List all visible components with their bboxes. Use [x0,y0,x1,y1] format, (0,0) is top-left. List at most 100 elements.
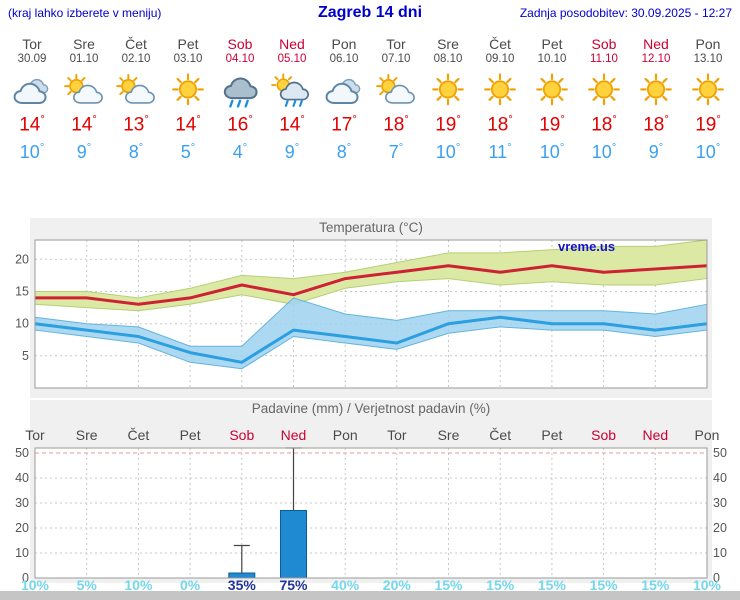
y-tick-label-left: 20 [15,521,29,535]
cloudy-icon [318,70,370,110]
day-label: Tor [25,427,45,443]
day-column: Sob 04.10 16° 4° [214,28,266,163]
max-temperature: 19° [435,114,461,136]
day-date: 07.10 [381,53,411,65]
max-temperature: 14° [279,114,305,136]
min-temperature: 5° [180,142,196,163]
probability-label: 15% [434,577,463,593]
plot-area [35,448,707,578]
day-date: 04.10 [225,53,255,65]
day-name: Sre [73,36,95,52]
probability-label: 5% [77,577,98,593]
min-temperature: 11° [488,142,512,163]
min-temperature: 9° [76,142,92,163]
day-label: Sre [76,427,98,443]
y-tick-label: 10 [15,317,29,331]
day-column: Sob 11.10 18° 10° [578,28,630,163]
day-label: Sre [438,427,460,443]
min-temperature: 8° [128,142,144,163]
y-tick-label: 20 [15,252,29,266]
day-label: Sob [229,427,254,443]
header-bar: (kraj lahko izberete v meniju) Zagreb 14… [8,3,732,25]
bottom-bar [0,591,740,600]
sunny-icon [162,70,214,110]
max-temperature: 16° [227,114,253,136]
day-column: Sre 08.10 19° 10° [422,28,474,163]
day-label: Pon [695,427,720,443]
day-name: Pet [541,36,563,52]
min-temperature: 10° [539,142,565,163]
day-label: Ned [281,427,307,443]
forecast-table: Tor 30.09 14° 10° Sre 01.10 14° 9° Čet 0… [6,28,734,163]
day-column: Čet 02.10 13° 8° [110,28,162,163]
grid-lines [34,448,708,578]
day-name: Čet [125,36,147,52]
y-tick-label-left: 30 [15,496,29,510]
day-label: Pet [180,427,201,443]
probability-label: 0% [180,577,201,593]
precipitation-chart: 0 0 10 10 20 20 30 30 40 40 50 50 Tor Sre Čet Pet Sob Ned… [15,400,727,593]
probability-label: 10% [124,577,153,593]
page-title: Zagreb 14 dni [317,4,423,21]
plot-border [34,447,708,579]
day-label: Ned [642,427,668,443]
probability-label: 10% [693,577,722,593]
y-tick-label-left: 0 [22,571,29,585]
max-temperature: 18° [383,114,409,136]
day-date: 08.10 [433,53,463,65]
cloudy-icon [6,70,58,110]
day-name: Pon [695,36,721,52]
day-column: Ned 12.10 18° 9° [630,28,682,163]
min-temperature: 9° [648,142,664,163]
probability-label: 75% [279,577,308,593]
day-label: Tor [387,427,407,443]
max-temperature: 14° [175,114,201,136]
max-temperature: 18° [487,114,513,136]
sunny-icon [526,70,578,110]
probability-label: 15% [538,577,567,593]
day-column: Pet 10.10 19° 10° [526,28,578,163]
min-temperature: 10° [695,142,721,163]
day-date: 11.10 [590,53,618,65]
rain-icon [214,70,266,110]
menu-hint-text: (kraj lahko izberete v meniju) [8,6,162,20]
min-temperature: 4° [232,142,248,163]
day-column: Pet 03.10 14° 5° [162,28,214,163]
day-date: 03.10 [173,53,203,65]
day-column: Tor 07.10 18° 7° [370,28,422,163]
max-temperature: 19° [539,114,565,136]
partly-icon [58,70,110,110]
y-tick-label-right: 40 [713,471,727,485]
y-tick-label-left: 10 [15,546,29,560]
temperature-chart: 5 10 15 20 Temperatura (°C) vreme.us [15,218,712,398]
probability-label: 10% [21,577,50,593]
day-name: Pon [331,36,357,52]
day-name: Ned [279,36,305,52]
day-date: 02.10 [121,53,151,65]
y-tick-label-right: 30 [713,496,727,510]
day-column: Sre 01.10 14° 9° [58,28,110,163]
day-date: 05.10 [277,53,307,65]
min-temperature: 8° [336,142,352,163]
y-tick-label-right: 10 [713,546,727,560]
day-name: Pet [177,36,199,52]
sunny-icon [630,70,682,110]
min-temperature: 7° [388,142,404,163]
day-label: Sob [591,427,616,443]
day-column: Ned 05.10 14° 9° [266,28,318,163]
day-label: Pon [333,427,358,443]
max-temperature: 13° [123,114,149,136]
day-date: 30.09 [17,53,47,65]
day-date: 10.10 [537,53,567,65]
sunny-icon [474,70,526,110]
day-date: 06.10 [329,53,359,65]
max-temperature: 14° [19,114,45,136]
probability-label: 15% [590,577,619,593]
max-temperature: 17° [331,114,357,136]
temp-chart-title: Temperatura (°C) [319,220,423,235]
y-tick-label-right: 20 [713,521,727,535]
day-name: Sre [437,36,459,52]
day-column: Tor 30.09 14° 10° [6,28,58,163]
tmin-line [34,315,708,364]
